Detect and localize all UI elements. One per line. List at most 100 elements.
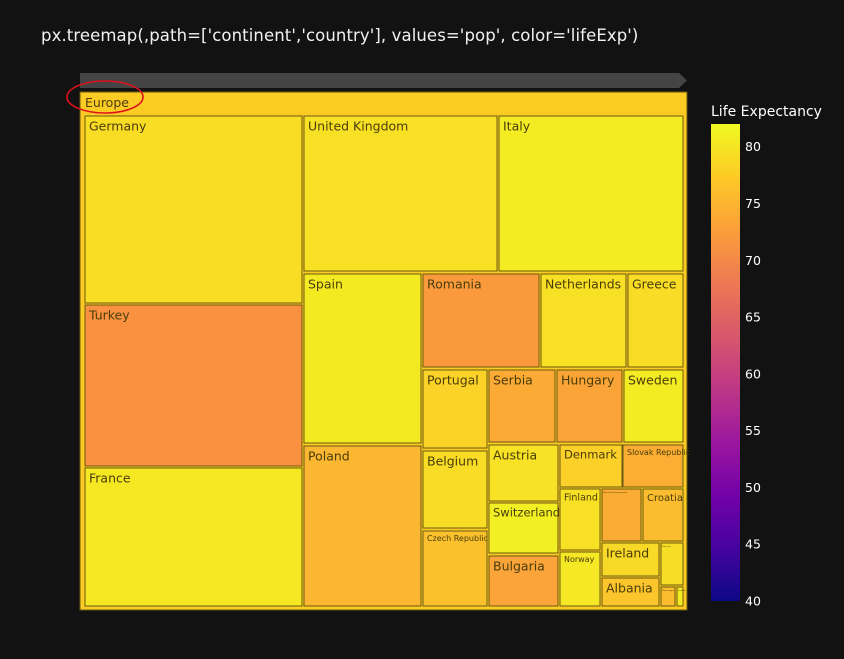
colorbar-tick-label: 60 <box>745 366 761 381</box>
colorbar-tick-label: 80 <box>745 139 761 154</box>
tile-label: Norway <box>564 555 595 564</box>
treemap-tile-hungary[interactable]: Hungary <box>556 369 623 443</box>
tile-rect[interactable] <box>559 488 601 551</box>
tile-rect[interactable] <box>303 273 422 444</box>
tile-rect[interactable] <box>488 555 559 607</box>
tile-label: Bosnia and Herzegovina <box>603 491 628 494</box>
treemap-tile-austria[interactable]: Austria <box>488 444 559 502</box>
tile-label: Iceland <box>678 590 686 592</box>
treemap-tile-croatia[interactable]: Croatia <box>642 488 684 542</box>
tile-label: Serbia <box>493 373 533 388</box>
treemap-tile-czech-republic[interactable]: Czech Republic <box>422 530 488 607</box>
treemap-tile-denmark[interactable]: Denmark <box>559 444 623 488</box>
tile-label: Germany <box>89 119 147 134</box>
tile-label: Slovak Republic <box>627 448 690 457</box>
tile-rect[interactable] <box>559 444 623 488</box>
colorbar-tick-label: 70 <box>745 253 761 268</box>
tile-rect[interactable] <box>422 369 488 449</box>
colorbar-tick-label: 40 <box>745 594 761 609</box>
treemap-tile-norway[interactable]: Norway <box>559 551 601 607</box>
colorbar-title: Life Expectancy <box>711 104 822 120</box>
tile-label: United Kingdom <box>308 119 408 134</box>
tile-label: Hungary <box>561 373 615 388</box>
tile-rect[interactable] <box>642 488 684 542</box>
tile-label: Denmark <box>564 448 617 462</box>
tile-rect[interactable] <box>84 115 303 304</box>
tile-label: Poland <box>308 449 350 464</box>
tile-rect[interactable] <box>498 115 684 272</box>
treemap-tile-united-kingdom[interactable]: United Kingdom <box>303 115 498 272</box>
treemap-tile-bosnia-and-herzegovina[interactable]: Bosnia and Herzegovina <box>601 488 642 542</box>
tile-label: Bulgaria <box>493 559 545 574</box>
treemap-tile-turkey[interactable]: Turkey <box>84 304 303 467</box>
tile-rect[interactable] <box>601 542 660 577</box>
tile-rect[interactable] <box>84 304 303 467</box>
treemap-tile-slovak-republic[interactable]: Slovak Republic <box>622 444 690 488</box>
tile-rect[interactable] <box>660 586 676 607</box>
tile-rect[interactable] <box>623 369 684 443</box>
tile-label: France <box>89 471 131 486</box>
treemap-tile-france[interactable]: France <box>84 467 303 607</box>
tile-rect[interactable] <box>488 444 559 502</box>
treemap-tile-slovenia[interactable]: Slovenia <box>660 542 684 586</box>
treemap-tile-switzerland[interactable]: Switzerland <box>488 502 560 554</box>
treemap-tile-iceland[interactable]: Iceland <box>676 586 686 607</box>
treemap-tile-serbia[interactable]: Serbia <box>488 369 556 443</box>
tile-rect[interactable] <box>627 273 684 368</box>
treemap-tile-ireland[interactable]: Ireland <box>601 542 660 577</box>
tile-rect[interactable] <box>622 444 684 488</box>
tile-rect[interactable] <box>303 115 498 272</box>
treemap-pathbar[interactable] <box>80 73 687 88</box>
colorbar-gradient <box>711 124 740 601</box>
treemap-tile-montenegro[interactable]: Montenegro <box>660 586 676 607</box>
colorbar: Life Expectancy 80 75 70 65 60 55 50 45 40 <box>711 104 822 609</box>
tile-rect[interactable] <box>559 551 601 607</box>
annotation-ellipse <box>66 80 144 114</box>
treemap-tiles: Germany Turkey France United Kingdom Italy Sp… <box>84 115 690 607</box>
colorbar-tick-label: 75 <box>745 196 761 211</box>
treemap-tile-belgium[interactable]: Belgium <box>422 450 488 529</box>
tile-rect[interactable] <box>422 530 488 607</box>
tile-rect[interactable] <box>422 273 540 368</box>
tile-rect[interactable] <box>540 273 627 368</box>
tile-label: Finland <box>564 493 598 504</box>
treemap-tile-italy[interactable]: Italy <box>498 115 684 272</box>
treemap-tile-sweden[interactable]: Sweden <box>623 369 684 443</box>
tile-rect[interactable] <box>601 488 642 542</box>
tile-label: Portugal <box>427 373 479 388</box>
tile-label: Italy <box>503 119 531 134</box>
tile-label: Austria <box>493 448 537 463</box>
tile-label: Turkey <box>88 308 130 323</box>
tile-label: Ireland <box>606 546 649 561</box>
colorbar-tick-label: 65 <box>745 310 761 325</box>
tile-rect[interactable] <box>84 467 303 607</box>
code-title: px.treemap(,path=['continent','country']… <box>41 26 639 45</box>
tile-label: Slovenia <box>662 546 671 548</box>
tile-rect[interactable] <box>488 502 559 554</box>
tile-label: Sweden <box>628 373 677 388</box>
treemap-tile-romania[interactable]: Romania <box>422 273 540 368</box>
treemap-tile-portugal[interactable]: Portugal <box>422 369 488 449</box>
tile-rect[interactable] <box>660 542 684 586</box>
colorbar-ticks: 80 75 70 65 60 55 50 45 40 <box>745 139 761 608</box>
treemap-tile-netherlands[interactable]: Netherlands <box>540 273 627 368</box>
treemap-tile-albania[interactable]: Albania <box>601 577 660 607</box>
tile-rect[interactable] <box>676 586 684 607</box>
treemap-tile-greece[interactable]: Greece <box>627 273 684 368</box>
tile-label: Albania <box>606 581 653 596</box>
tile-label: Greece <box>632 277 677 292</box>
tile-label: Croatia <box>647 493 683 504</box>
treemap-tile-finland[interactable]: Finland <box>559 488 601 551</box>
tile-rect[interactable] <box>556 369 623 443</box>
treemap-tile-spain[interactable]: Spain <box>303 273 422 444</box>
treemap-tile-poland[interactable]: Poland <box>303 445 422 607</box>
tile-rect[interactable] <box>601 577 660 607</box>
treemap-tile-germany[interactable]: Germany <box>84 115 303 304</box>
tile-rect[interactable] <box>422 450 488 529</box>
tile-rect[interactable] <box>303 445 422 607</box>
treemap-tile-bulgaria[interactable]: Bulgaria <box>488 555 559 607</box>
tile-label: Spain <box>308 277 343 292</box>
treemap-root-label: Europe <box>85 95 129 110</box>
tile-rect[interactable] <box>488 369 556 443</box>
